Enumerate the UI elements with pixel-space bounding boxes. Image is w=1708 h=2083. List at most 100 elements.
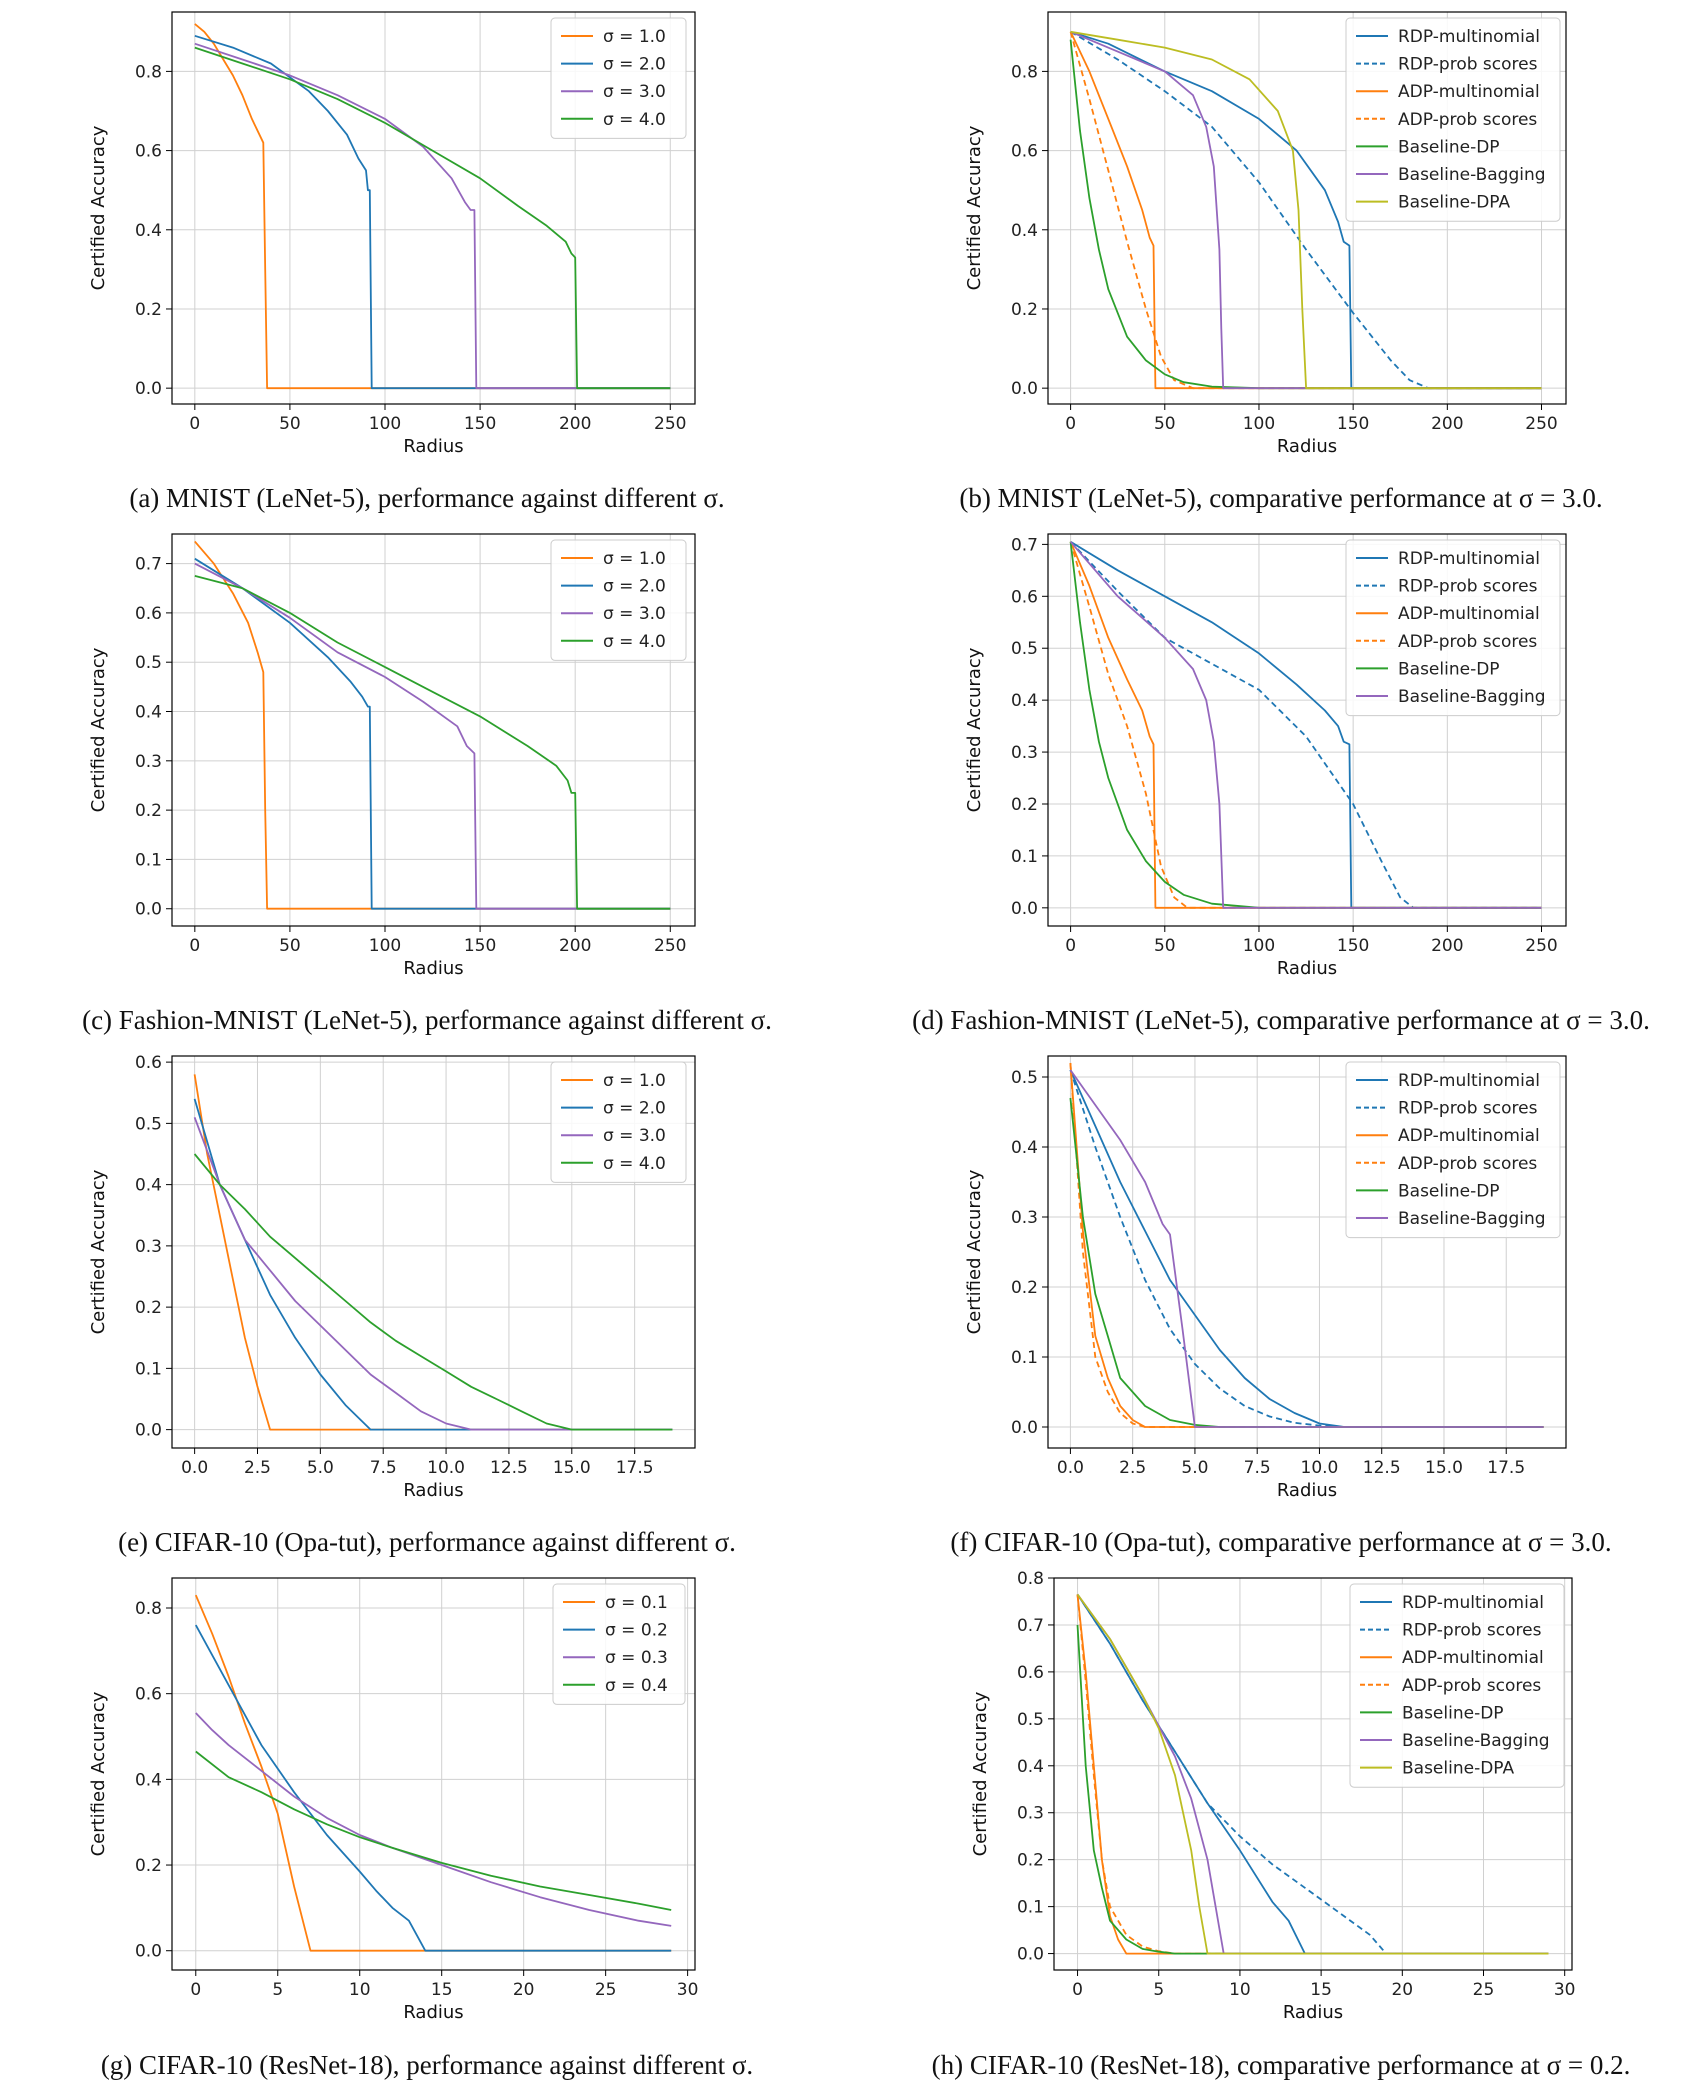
legend-label-baseline-dpa: Baseline-DPA [1402,1759,1514,1779]
y-tick-label: 0.5 [1011,1068,1038,1088]
x-tick-label: 50 [1154,414,1176,434]
legend-label-sigma-4-0: σ = 4.0 [603,1154,666,1174]
y-axis-label: Certified Accuracy [964,125,985,290]
y-axis-label: Certified Accuracy [88,1691,109,1856]
y-tick-label: 0.8 [1011,62,1038,82]
x-axis-label: Radius [403,958,463,979]
y-tick-label: 0.4 [1011,221,1038,241]
x-tick-label: 150 [464,936,496,956]
x-tick-label: 250 [654,936,686,956]
y-tick-label: 0.4 [1017,1757,1044,1777]
y-tick-label: 0.4 [1011,691,1038,711]
x-tick-label: 10 [1229,1980,1251,2000]
y-tick-label: 0.1 [1011,1348,1038,1368]
series-baseline-dpa [1076,1593,1549,1955]
y-tick-label: 0.8 [135,1599,162,1619]
series-sigma-1-0 [193,1074,673,1431]
x-tick-label: 0 [189,936,200,956]
x-axis-label: Radius [403,1480,463,1501]
y-tick-label: 0.7 [1017,1616,1044,1636]
x-tick-label: 2.5 [244,1458,271,1478]
y-tick-label: 0.6 [135,1685,162,1705]
axes-frame [171,1055,696,1449]
series-adp-multinomial [1069,31,1542,390]
series-baseline-dp [1069,39,1542,390]
legend-label-adp-prob-scores: ADP-prob scores [1398,110,1537,130]
y-tick-label: 0.5 [135,653,162,673]
y-tick-label: 0.0 [135,900,162,920]
y-tick-label: 0.1 [1017,1898,1044,1918]
y-tick-label: 0.2 [1011,300,1038,320]
y-tick-label: 0.6 [1011,142,1038,162]
x-tick-label: 5.0 [1181,1458,1208,1478]
x-tick-label: 200 [1431,936,1463,956]
y-tick-label: 0.8 [1017,1569,1044,1589]
series-sigma-0-4 [195,1750,672,1911]
x-axis-label: Radius [1277,1480,1337,1501]
x-tick-label: 5 [1153,1980,1164,2000]
legend-label-rdp-prob-scores: RDP-prob scores [1402,1621,1542,1641]
legend-label-sigma-0-2: σ = 0.2 [605,1621,668,1641]
series-rdp-multinomial [1070,541,1542,909]
y-tick-label: 0.4 [135,703,162,723]
legend-label-rdp-prob-scores: RDP-prob scores [1398,577,1538,597]
y-tick-label: 0.0 [135,1421,162,1441]
y-tick-label: 0.3 [135,752,162,772]
x-tick-label: 0 [189,414,200,434]
legend-label-adp-multinomial: ADP-multinomial [1398,1126,1540,1146]
x-axis-label: Radius [403,436,463,457]
series-baseline-bagging [1069,1069,1544,1428]
plot-area [1069,541,1542,909]
y-tick-label: 0.5 [1011,639,1038,659]
legend-box [1349,1583,1565,1788]
y-tick-label: 0.4 [1011,1138,1038,1158]
x-tick-label: 17.5 [1487,1458,1525,1478]
y-tick-label: 0.0 [1011,899,1038,919]
series-rdp-prob-scores [1076,1593,1549,1955]
y-tick-label: 0.0 [1011,1418,1038,1438]
y-tick-label: 0.4 [135,221,162,241]
y-axis-label: Certified Accuracy [88,647,109,812]
series-baseline-bagging [1069,541,1542,909]
y-tick-label: 0.1 [1011,847,1038,867]
x-tick-label: 15.0 [553,1458,591,1478]
y-axis-label: Certified Accuracy [88,125,109,290]
caption-h: (h) CIFAR-10 (ResNet-18), comparative pe… [931,2050,1631,2080]
x-tick-label: 0 [1072,1980,1083,2000]
y-tick-label: 0.2 [1011,1278,1038,1298]
series-adp-prob-scores [1069,31,1542,390]
legend-label-baseline-dp: Baseline-DP [1402,1703,1504,1723]
series-adp-prob-scores [1069,541,1542,909]
legend-label-rdp-multinomial: RDP-multinomial [1398,549,1540,569]
y-tick-label: 0.0 [1017,1945,1044,1965]
y-tick-label: 0.7 [1011,535,1038,555]
x-tick-label: 250 [654,414,686,434]
y-tick-label: 0.4 [135,1770,162,1790]
axes-frame [171,1577,696,1971]
legend-label-baseline-bagging: Baseline-Bagging [1402,1731,1550,1751]
x-tick-label: 10.0 [1301,1458,1339,1478]
legend-label-sigma-2-0: σ = 2.0 [603,55,666,75]
series-baseline-dp [1069,541,1542,909]
plot-area [194,540,671,910]
x-tick-label: 0.0 [1057,1458,1084,1478]
series-adp-prob-scores [1069,1062,1544,1428]
y-tick-label: 0.6 [135,142,162,162]
legend-label-rdp-prob-scores: RDP-prob scores [1398,55,1538,75]
series-sigma-4-0 [194,46,671,390]
y-tick-label: 0.6 [1017,1663,1044,1683]
x-tick-label: 100 [369,936,401,956]
caption-c: (c) Fashion-MNIST (LeNet-5), performance… [82,1005,772,1035]
legend-label-sigma-1-0: σ = 1.0 [603,1071,666,1091]
x-tick-label: 20 [513,1980,535,2000]
series-sigma-0-2 [195,1624,672,1952]
plot-area [194,1594,672,1952]
caption-f: (f) CIFAR-10 (Opa-tut), comparative perf… [950,1527,1612,1557]
legend-box [1345,539,1561,717]
x-axis-label: Radius [403,2002,463,2023]
x-axis-label: Radius [1283,2002,1343,2023]
series-baseline-dpa [1070,30,1542,390]
